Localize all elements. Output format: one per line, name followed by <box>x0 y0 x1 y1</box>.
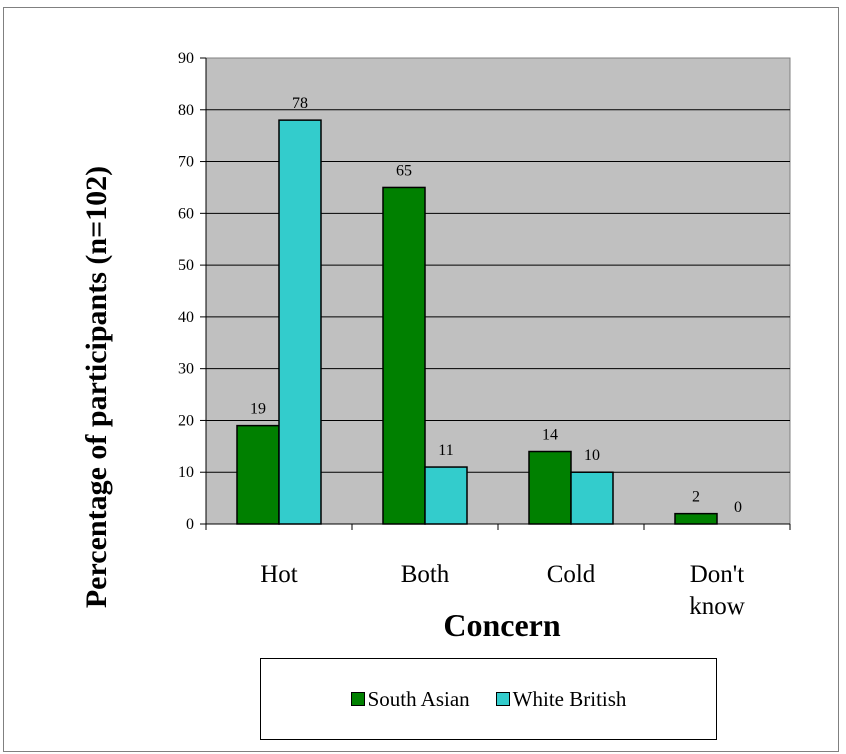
x-category-label: Both <box>401 561 450 588</box>
category-labels: Hot Both Cold Don't know <box>260 561 745 620</box>
y-tick-label: 60 <box>178 205 194 222</box>
legend-label-south-asian: South Asian <box>367 686 470 711</box>
data-label: 2 <box>692 489 700 506</box>
y-tick-label: 80 <box>178 102 194 119</box>
legend-swatch-south-asian <box>350 692 365 706</box>
data-labels: 19 78 65 11 14 10 2 0 <box>250 95 742 516</box>
y-tick-label: 40 <box>178 309 194 326</box>
y-tick-label: 20 <box>178 412 194 429</box>
data-label: 19 <box>250 401 266 418</box>
bars <box>236 119 718 525</box>
legend-label-white-british: White British <box>512 686 627 711</box>
y-tick-label: 0 <box>186 516 194 533</box>
legend-item-white-british: White British <box>495 686 627 712</box>
y-tick-label: 90 <box>178 50 194 67</box>
data-label: 65 <box>396 162 412 179</box>
bar <box>528 450 572 525</box>
x-category-label: Cold <box>547 561 596 588</box>
x-category-label: know <box>689 593 745 620</box>
x-category-label: Don't <box>690 561 745 588</box>
data-label: 0 <box>734 499 742 516</box>
y-tick-label: 50 <box>178 257 194 274</box>
bar <box>236 424 280 525</box>
data-label: 11 <box>438 442 453 459</box>
data-label: 10 <box>584 447 600 464</box>
data-label: 78 <box>292 95 308 112</box>
y-tick-label: 70 <box>178 154 194 171</box>
legend-item-south-asian: South Asian <box>350 686 470 712</box>
data-label: 14 <box>542 427 558 444</box>
bar <box>570 471 614 525</box>
y-tick-label: 10 <box>178 464 194 481</box>
x-axis-title: Concern <box>443 607 561 643</box>
legend: South Asian White British <box>260 658 717 740</box>
y-tick-label: 30 <box>178 361 194 378</box>
bar <box>424 466 468 525</box>
bar <box>382 186 426 525</box>
bar <box>278 119 322 525</box>
bar <box>674 512 718 525</box>
y-axis-title: Percentage of participants (n=102) <box>80 166 113 608</box>
x-category-label: Hot <box>260 561 298 588</box>
legend-swatch-white-british <box>495 692 510 706</box>
